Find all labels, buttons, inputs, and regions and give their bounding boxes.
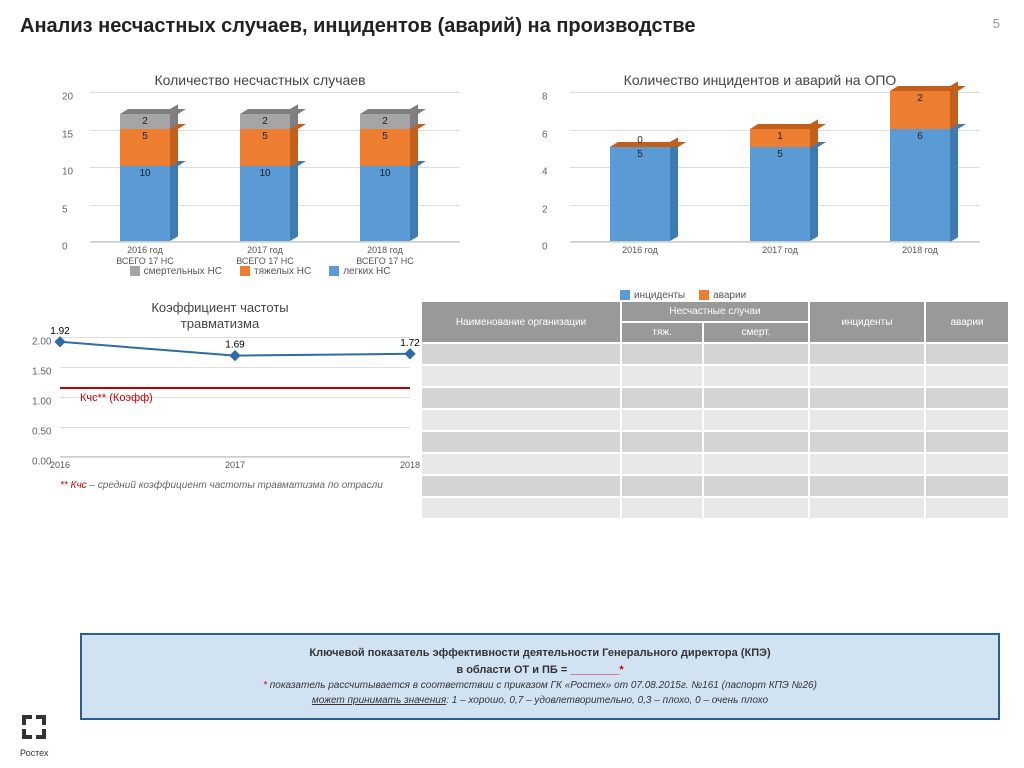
kpi-line2: в области ОТ и ПБ = ________* bbox=[98, 662, 982, 679]
kpi-note: * показатель рассчитывается в соответств… bbox=[98, 678, 982, 693]
svg-text:1.69: 1.69 bbox=[225, 340, 245, 351]
kpi-box: Ключевой показатель эффективности деятел… bbox=[80, 633, 1000, 720]
footnote-red: ** Кчс bbox=[60, 480, 87, 491]
line-chart-footnote: ** Кчс – средний коэффициент частоты тра… bbox=[60, 477, 410, 495]
line-chart-plot: 0.000.501.001.502.001.921.691.72Кчс** (К… bbox=[60, 337, 410, 457]
svg-text:1.72: 1.72 bbox=[400, 338, 420, 349]
kpi-note2: может принимать значения: 1 – хорошо, 0,… bbox=[98, 693, 982, 708]
kpi-note2-rest: : 1 – хорошо, 0,7 – удовлетворительно, 0… bbox=[446, 695, 768, 706]
chart2-plot: 02468502016 год512017 год622018 год bbox=[570, 92, 980, 242]
accidents-chart: Количество несчастных случаев 0510152010… bbox=[60, 72, 460, 272]
kpi-blank: ________ bbox=[570, 664, 619, 676]
page-title: Анализ несчастных случаев, инцидентов (а… bbox=[20, 14, 720, 38]
footnote-rest: – средний коэффициент частоты травматизм… bbox=[87, 480, 383, 491]
kpi-note2-u: может принимать значения bbox=[312, 695, 446, 706]
kpi-line1: Ключевой показатель эффективности деятел… bbox=[98, 645, 982, 662]
frequency-line-chart: Коэффициент частотытравматизма 0.000.501… bbox=[30, 300, 410, 495]
line-chart-title: Коэффициент частотытравматизма bbox=[30, 300, 410, 331]
rostec-logo: Ростех bbox=[20, 713, 48, 758]
rostec-logo-text: Ростех bbox=[20, 748, 48, 758]
kpi-note-text: показатель рассчитывается в соответствии… bbox=[267, 680, 817, 691]
kpi-star: * bbox=[619, 664, 623, 676]
chart1-title: Количество несчастных случаев bbox=[60, 72, 460, 88]
page-number: 5 bbox=[993, 16, 1000, 31]
chart1-plot: 0510152010522016 годВСЕГО 17 НС10522017 … bbox=[90, 92, 460, 242]
incidents-chart: Количество инцидентов и аварий на ОПО 02… bbox=[540, 72, 980, 272]
chart1-legend: смертельных НСтяжелых НСлегких НС bbox=[60, 266, 460, 277]
organizations-table: Наименование организацииНесчастные случа… bbox=[420, 300, 1010, 520]
svg-text:1.92: 1.92 bbox=[50, 326, 70, 337]
rostec-logo-icon bbox=[20, 713, 48, 741]
kpi-line2-a: в области ОТ и ПБ = bbox=[456, 664, 570, 676]
